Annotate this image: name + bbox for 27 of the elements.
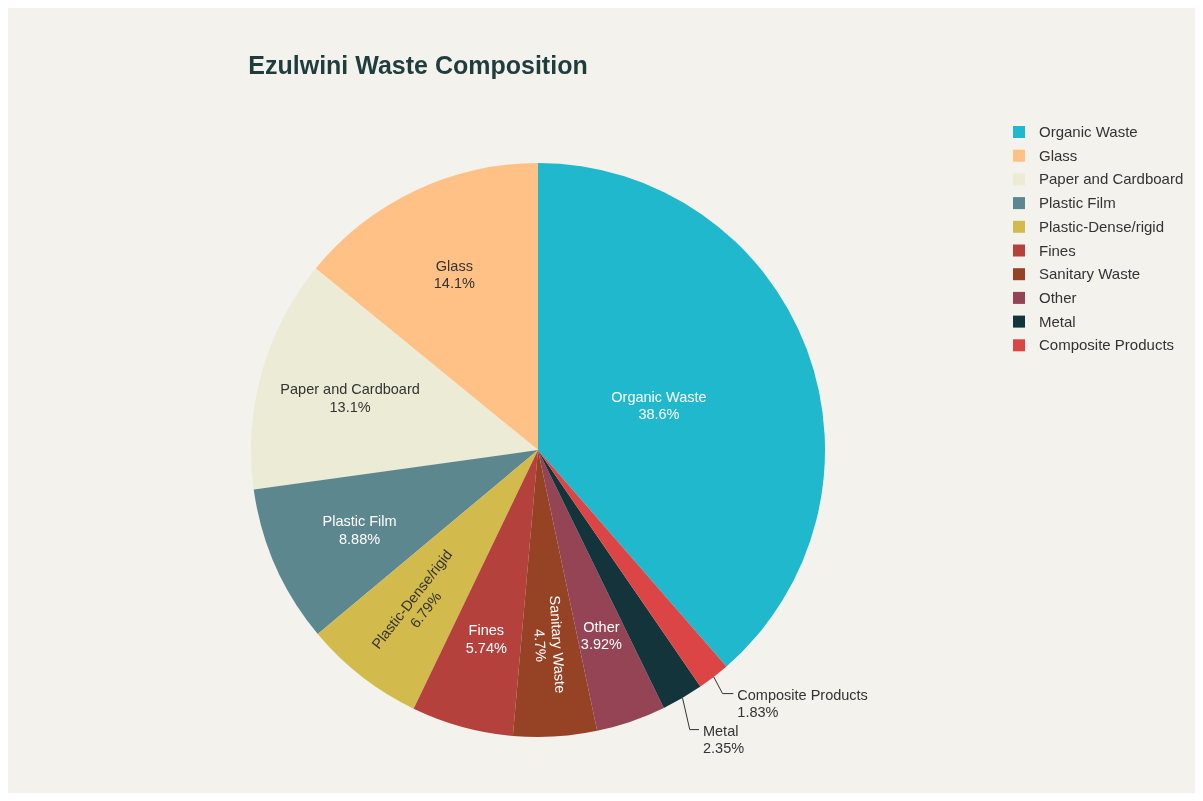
legend-label: Plastic Film [1039,194,1116,212]
slice-label: Metal [702,722,739,739]
legend-label: Fines [1039,241,1076,259]
data-label: 8.88% [339,530,381,547]
slice-label: Fines [468,622,505,639]
legend-label: Organic Waste [1039,123,1138,140]
slice-label: Other [583,618,620,635]
legend-label: Sanitary Waste [1039,265,1141,283]
data-label: 1.83% [737,703,779,720]
data-label: 5.74% [465,639,507,656]
slice-label: Organic Waste [611,388,707,405]
legend-label: Glass [1039,146,1078,164]
slice-label: Plastic Film [322,513,397,530]
data-label: 13.1% [329,398,371,415]
data-label: 14.1% [433,275,476,292]
data-label: 38.6% [638,406,680,423]
legend-label: Plastic-Dense/rigid [1039,217,1165,235]
legend-label: Other [1039,288,1077,306]
slice-label: Composite Products [737,686,868,703]
slice-label: Glass [435,257,473,274]
legend-label: Composite Products [1039,336,1175,354]
slice-label: Paper and Cardboard [280,381,420,398]
data-label: 3.92% [580,636,623,653]
legend-label: Metal [1039,312,1076,330]
chart-title: Ezulwini Waste Composition [248,51,588,79]
data-label: 2.35% [702,739,745,756]
legend-label: Paper and Cardboard [1039,170,1184,188]
